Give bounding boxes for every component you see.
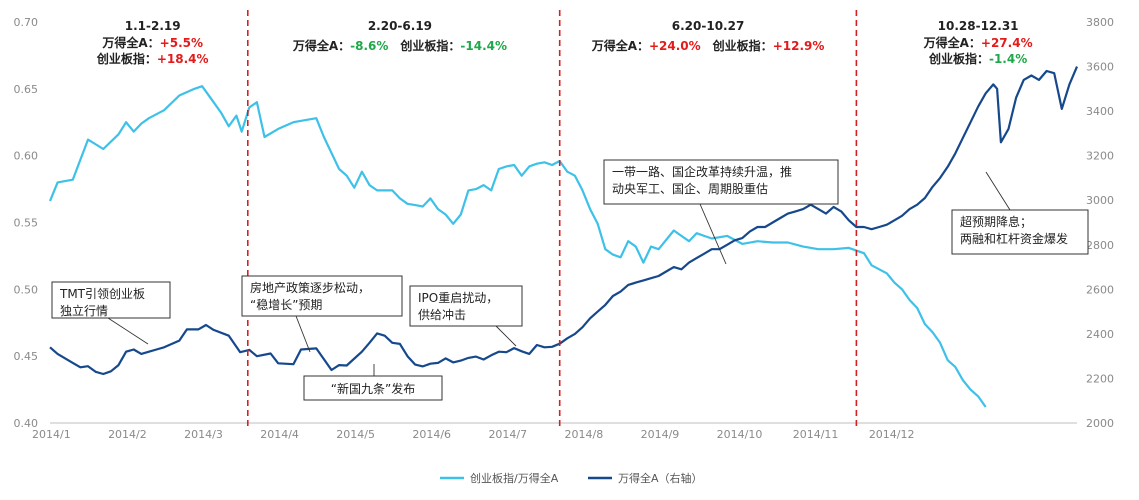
x-tick-label: 2014/2 <box>108 428 147 441</box>
y-left-tick-label: 0.45 <box>14 350 39 363</box>
series-line-ratio <box>48 85 987 408</box>
annotation-text: 动央军工、国企、周期股重估 <box>612 181 768 196</box>
y-right-tick-label: 3200 <box>1086 150 1114 163</box>
period-summary: 10.28-12.31 万得全A：+27.4%创业板指：-1.4% <box>923 19 1033 66</box>
legend-label: 创业板指/万得全A <box>470 471 559 485</box>
y-right-tick-label: 2000 <box>1086 417 1114 430</box>
y-left-tick-label: 0.55 <box>14 217 39 230</box>
y-left-tick-label: 0.40 <box>14 417 39 430</box>
y-left-tick-label: 0.60 <box>14 150 39 163</box>
period-title: 2.20-6.19 <box>368 19 432 33</box>
x-axis: 2014/1 2014/2 2014/3 2014/4 2014/5 2014/6 2014… <box>32 422 1077 441</box>
y-left-tick-label: 0.70 <box>14 16 39 29</box>
annotation-text: 超预期降息； <box>960 214 1032 229</box>
annotation-text: 一带一路、国企改革持续升温，推 <box>612 164 792 179</box>
x-tick-label: 2014/6 <box>412 428 451 441</box>
annotation-box <box>51 281 171 319</box>
annotation-text: 两融和杠杆资金爆发 <box>960 231 1068 246</box>
annotation-text: 供给冲击 <box>418 307 466 322</box>
x-tick-label: 2014/3 <box>184 428 223 441</box>
annotation-pointer <box>699 203 727 265</box>
legend-label: 万得全A（右轴） <box>618 471 703 485</box>
y-right-tick-label: 2800 <box>1086 239 1114 252</box>
annotation-callout: 超预期降息； 两融和杠杆资金爆发 <box>951 171 1089 255</box>
left-axis: 0.40 0.45 0.50 0.55 0.60 0.65 0.70 <box>14 16 39 430</box>
period-return-line: 万得全A：+27.4% <box>923 35 1033 50</box>
period-summary: 2.20-6.19 万得全A：-8.6% 创业板指：-14.4% <box>292 19 507 53</box>
y-right-tick-label: 3800 <box>1086 16 1114 29</box>
annotation-text: 独立行情 <box>60 303 108 318</box>
x-tick-label: 2014/9 <box>641 428 680 441</box>
x-tick-label: 2014/1 <box>32 428 71 441</box>
x-tick-label: 2014/4 <box>260 428 299 441</box>
right-axis: 2000 2200 2400 2600 2800 3000 3200 3400 3600 3800 <box>1086 16 1114 430</box>
annotation-callout: 房地产政策逐步松动， “稳增长”预期 <box>241 275 403 353</box>
annotation-callout: “新国九条”发布 <box>303 364 443 401</box>
annotation-callout: IPO重启扰动， 供给冲击 <box>409 285 523 347</box>
legend: 创业板指/万得全A 万得全A（右轴） <box>440 471 703 485</box>
period-return-line: 创业板指：+18.4% <box>96 51 209 66</box>
period-title: 10.28-12.31 <box>938 19 1019 33</box>
annotation-box <box>409 285 523 327</box>
annotation-box <box>303 375 443 401</box>
annotation-pointer <box>495 325 517 347</box>
period-returns: 万得全A：-8.6% 创业板指：-14.4% <box>292 38 507 53</box>
y-left-tick-label: 0.65 <box>14 83 39 96</box>
annotation-text: “稳增长”预期 <box>250 297 322 312</box>
x-tick-label: 2014/10 <box>717 428 763 441</box>
period-summary: 6.20-10.27 万得全A：+24.0% 创业板指：+12.9% <box>591 19 825 53</box>
y-right-tick-label: 2600 <box>1086 283 1114 296</box>
period-return-line: 万得全A：+5.5% <box>101 35 203 50</box>
y-right-tick-label: 2200 <box>1086 372 1114 385</box>
annotation-text: “新国九条”发布 <box>331 381 415 396</box>
x-tick-label: 2014/8 <box>565 428 604 441</box>
annotation-text: IPO重启扰动， <box>418 291 498 305</box>
x-tick-label: 2014/7 <box>488 428 527 441</box>
y-left-tick-label: 0.50 <box>14 283 39 296</box>
period-return-line: 创业板指：-1.4% <box>928 51 1027 66</box>
x-tick-label: 2014/11 <box>793 428 839 441</box>
annotation-box <box>241 275 403 317</box>
annotation-box <box>603 159 839 205</box>
y-right-tick-label: 3400 <box>1086 105 1114 118</box>
annotation-text: 房地产政策逐步松动， <box>250 280 370 295</box>
period-summary: 1.1-2.19 万得全A：+5.5%创业板指：+18.4% <box>96 19 209 66</box>
x-tick-label: 2014/5 <box>336 428 375 441</box>
annotation-box <box>951 209 1089 255</box>
x-tick-label: 2014/12 <box>869 428 915 441</box>
series-line-wind-a <box>49 66 1079 376</box>
annotation-pointer <box>985 171 1011 211</box>
period-returns: 万得全A：+24.0% 创业板指：+12.9% <box>591 38 825 53</box>
period-title: 6.20-10.27 <box>672 19 745 33</box>
period-title: 1.1-2.19 <box>125 19 181 33</box>
y-right-tick-label: 2400 <box>1086 328 1114 341</box>
y-right-tick-label: 3600 <box>1086 61 1114 74</box>
annotation-pointer <box>295 315 311 353</box>
y-right-tick-label: 3000 <box>1086 194 1114 207</box>
annotation-text: TMT引领创业板 <box>59 287 145 301</box>
annotation-pointer <box>107 317 149 345</box>
